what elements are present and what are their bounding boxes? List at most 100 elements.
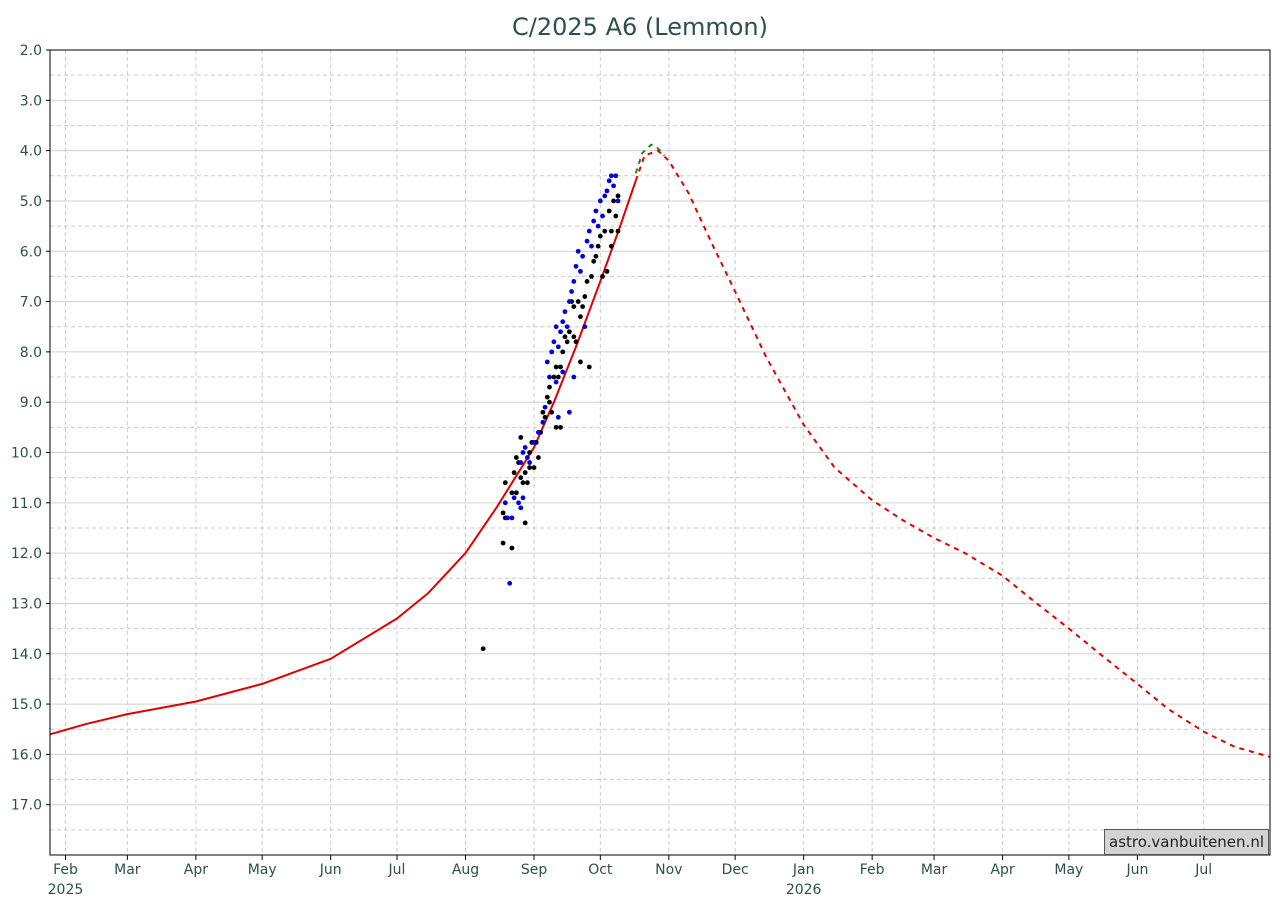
plot-frame [49, 49, 1271, 856]
observation-point [560, 319, 566, 325]
x-tick-label: Mar [114, 862, 141, 878]
y-tick-label: 11.0 [11, 496, 42, 512]
observation-point [578, 268, 583, 274]
observation-point [524, 480, 530, 486]
x-tick-label: Oct [588, 862, 613, 878]
observation-point [547, 384, 552, 390]
observation-point [595, 223, 601, 229]
series-group [49, 143, 1271, 758]
observation-point [558, 364, 563, 370]
observation-point [573, 339, 579, 345]
observation-point [511, 470, 517, 476]
observation-point [536, 455, 541, 460]
observation-point [582, 324, 588, 330]
y-tick-label: 16.0 [11, 747, 42, 763]
x-tick-label: Jul [388, 862, 406, 878]
observation-point [531, 440, 537, 445]
observation-point [582, 294, 588, 299]
observation-point [562, 309, 568, 315]
observation-point [575, 248, 581, 254]
observation-point [520, 495, 526, 501]
observation-point [540, 419, 546, 425]
chart-title: C/2025 A6 (Lemmon) [512, 13, 768, 41]
y-tick-label: 17.0 [11, 798, 42, 814]
x-tick-label: Feb [860, 862, 885, 878]
observation-point [608, 243, 614, 249]
x-tick-label: Dec [722, 862, 749, 878]
observation-point [511, 495, 517, 501]
observation-point [595, 243, 601, 249]
observation-point [615, 198, 621, 204]
observation-point [509, 545, 515, 551]
observation-point [602, 228, 608, 234]
x-tick-year-label: 2026 [786, 882, 822, 898]
observation-point [602, 193, 608, 199]
observation-point [589, 243, 594, 249]
observation-point [505, 515, 510, 521]
grid-lines [50, 49, 1270, 855]
observation-point [518, 435, 524, 440]
y-tick-label: 9.0 [20, 395, 42, 411]
observation-point [573, 263, 579, 269]
y-tick-label: 12.0 [11, 546, 42, 562]
x-tick-label: Apr [184, 862, 208, 878]
x-tick-label: Jun [319, 862, 342, 878]
x-tick-label: May [248, 862, 277, 878]
observation-point [542, 404, 548, 410]
y-axis-ticks: 2.0 3.0 4.0 5.0 6.0 7.0 8.0 9.0 10.0 11.0 12.0 13.0… [11, 43, 50, 814]
observation-point [564, 339, 570, 345]
observation-point [615, 193, 621, 199]
observation-point [593, 253, 599, 259]
y-tick-label: 14.0 [11, 647, 42, 663]
observation-point [549, 349, 555, 355]
observation-point [571, 304, 577, 309]
observation-point [613, 213, 619, 219]
observation-point [555, 374, 561, 380]
y-tick-label: 13.0 [11, 596, 42, 612]
y-tick-label: 15.0 [11, 697, 42, 713]
observation-point [522, 470, 528, 476]
observation-point [553, 324, 559, 330]
prediction-curve-line [634, 149, 1271, 758]
observation-point [547, 399, 552, 405]
observation-point [611, 183, 616, 189]
observation-point [513, 490, 519, 496]
credit-label[interactable]: astro.vanbuitenen.nl [1104, 829, 1269, 855]
observation-point [600, 274, 605, 279]
x-tick-label: Aug [452, 862, 479, 878]
observation-point [597, 233, 603, 239]
observation-point [542, 414, 548, 420]
observation-point [500, 540, 506, 546]
observation-point [522, 445, 528, 450]
observation-point [555, 344, 561, 350]
y-tick-label: 7.0 [20, 295, 42, 311]
observation-point [564, 324, 570, 330]
observation-point [560, 369, 566, 375]
observation-point [604, 268, 610, 274]
observation-point [608, 173, 614, 179]
observation-point [606, 208, 612, 214]
observation-point [566, 299, 572, 304]
y-tick-label: 8.0 [20, 345, 42, 361]
observation-point [553, 379, 559, 385]
observation-point [584, 238, 590, 244]
observation-point [584, 279, 590, 284]
observation-point [516, 500, 521, 506]
x-tick-label: Nov [655, 862, 682, 878]
observation-point [591, 258, 597, 264]
observation-point [553, 364, 559, 370]
observation-point [604, 188, 610, 194]
observation-point [586, 228, 592, 234]
observation-point [531, 465, 537, 470]
observation-point [513, 455, 519, 460]
observation-point [571, 374, 577, 380]
fit-curve-line [49, 180, 637, 736]
observation-point [586, 364, 592, 370]
observation-point [558, 329, 563, 335]
observation-point [509, 490, 515, 496]
observation-point [593, 208, 599, 214]
y-tick-label: 2.0 [20, 43, 42, 59]
x-axis-ticks: Feb 2025 Mar Apr May Jun Jul Aug Sep Oct Nov Dec Jan… [48, 855, 1212, 898]
observation-point [520, 450, 526, 455]
